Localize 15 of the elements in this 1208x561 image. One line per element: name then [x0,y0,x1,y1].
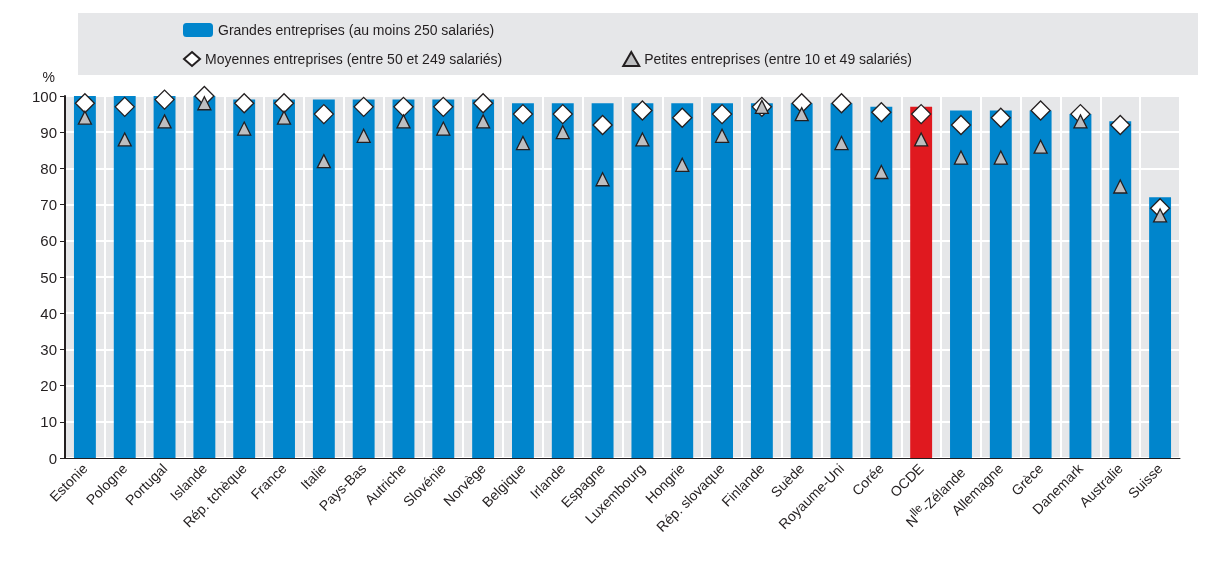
y-tick-label: 0 [48,449,57,467]
y-tick-label: 80 [40,159,57,177]
y-tick-label: 40 [40,304,57,322]
y-tick-label: 70 [40,196,57,214]
y-tick-label: 50 [40,268,57,286]
legend-label: Moyennes entreprises (entre 50 et 249 salariés) [205,51,503,67]
y-axis-title: % [42,69,55,85]
y-tick-label: 90 [40,123,57,141]
y-tick-label: 100 [31,87,57,105]
y-tick-label: 30 [40,340,57,358]
legend-label: Grandes entreprises (au moins 250 salariés) [218,22,495,38]
y-tick-label: 60 [40,232,57,250]
legend-label: Petites entreprises (entre 10 et 49 salariés) [644,51,912,67]
y-tick-label: 20 [40,377,57,395]
y-tick-label: 10 [40,413,57,431]
